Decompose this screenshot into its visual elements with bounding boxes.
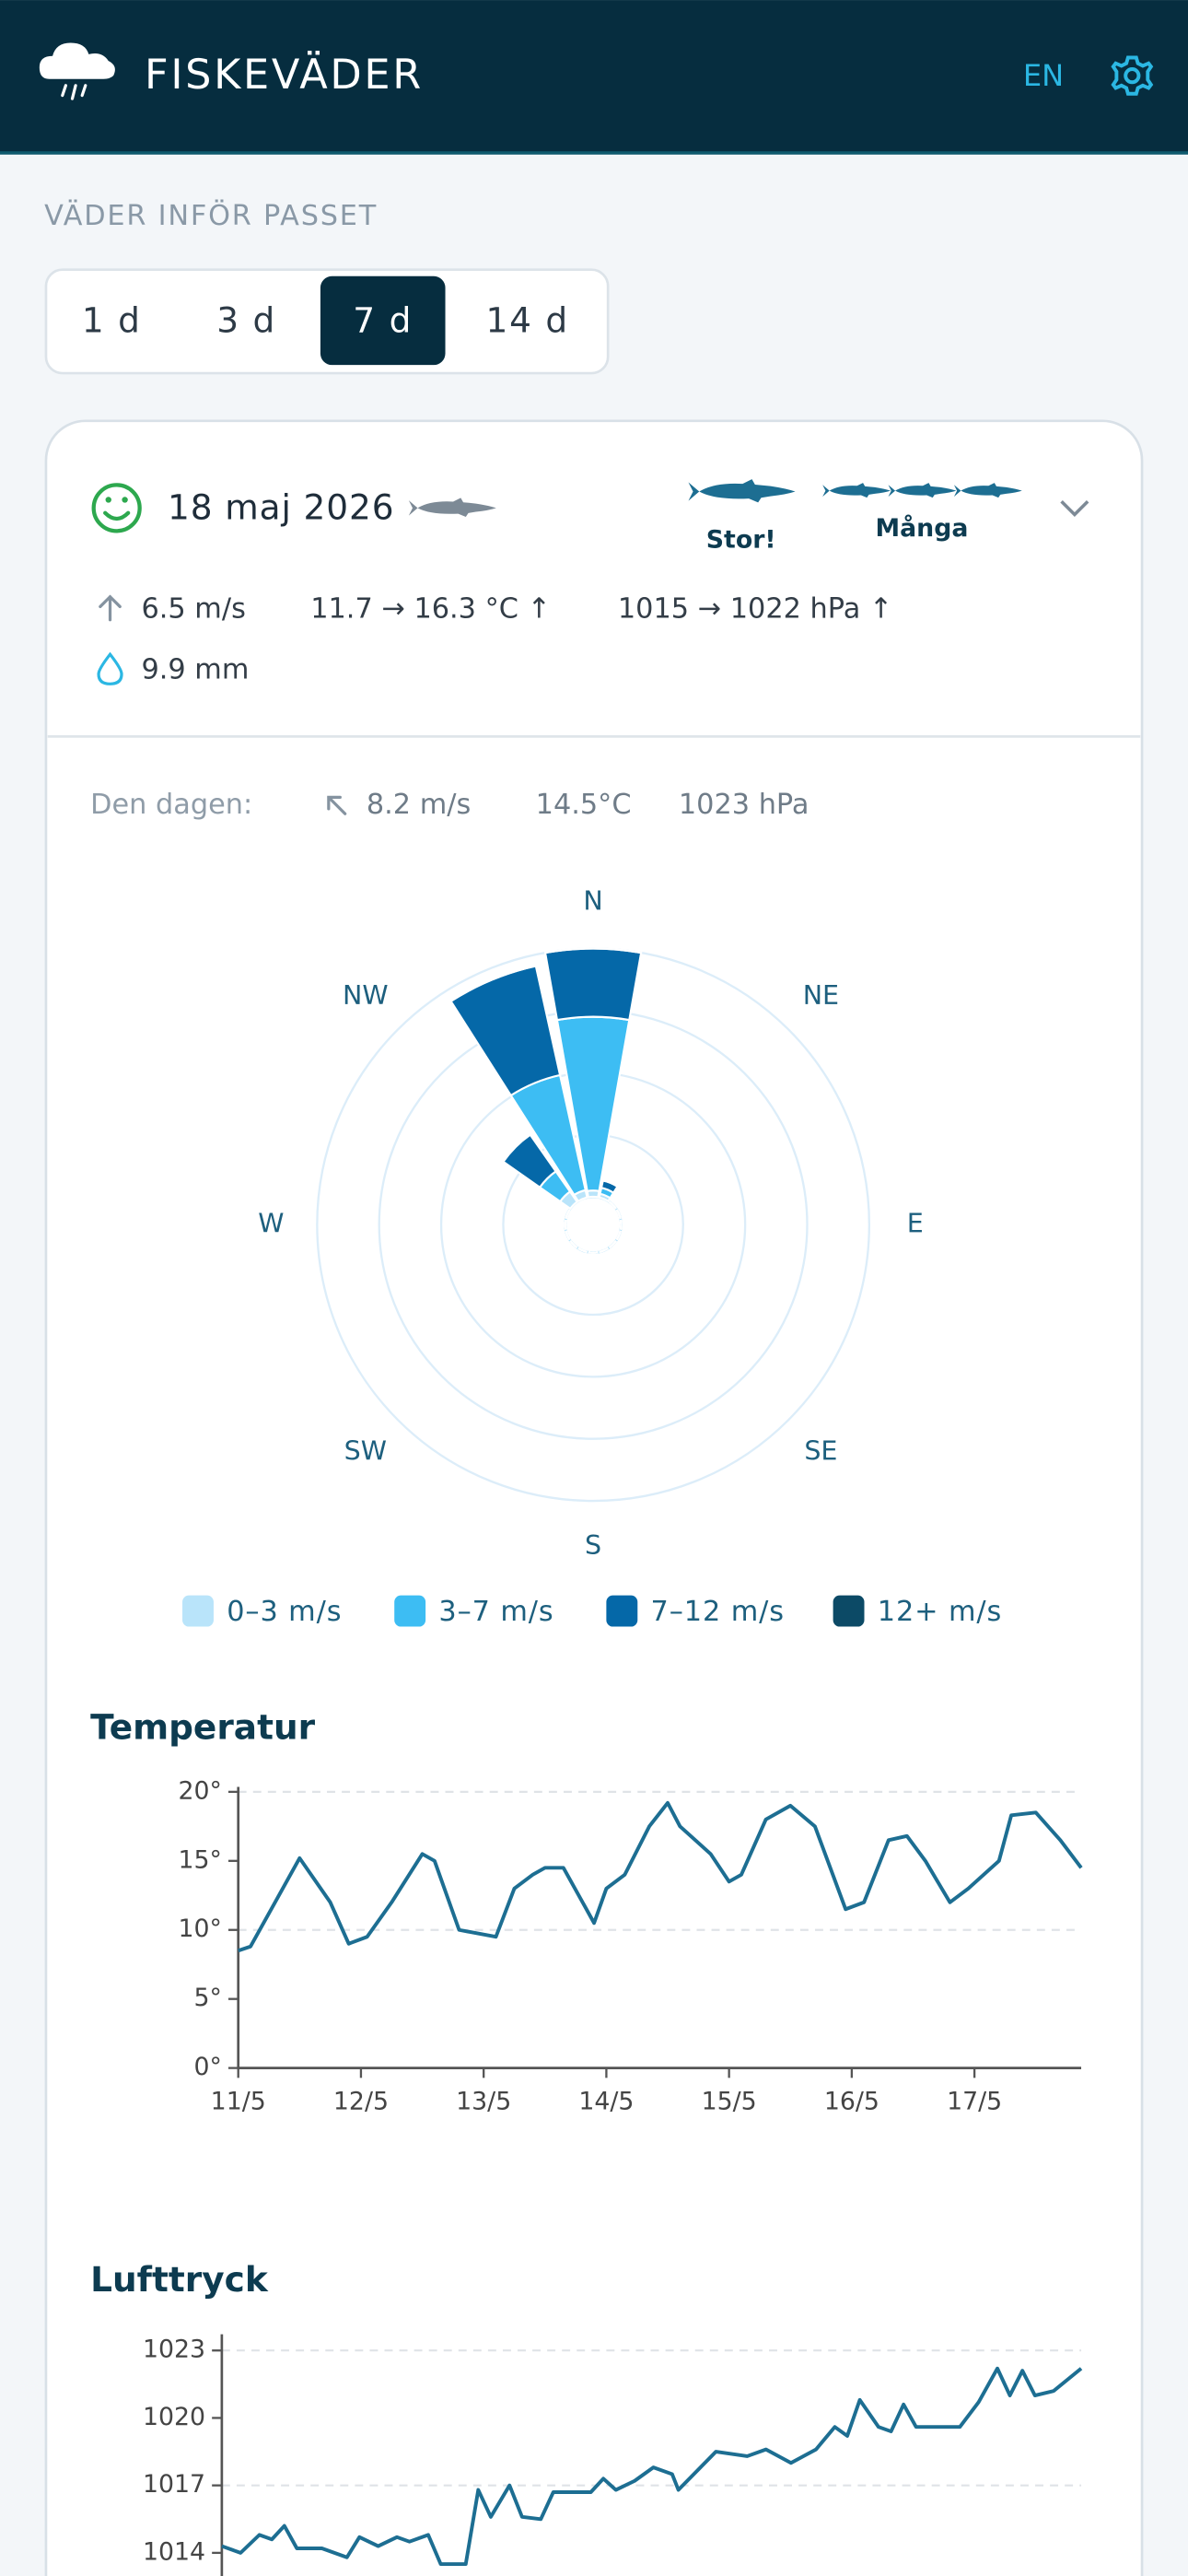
legend-swatch [394,1595,426,1627]
rose-segment [543,947,643,1022]
rose-segment [577,1247,588,1253]
mood-eye [105,497,111,503]
tab[interactable]: 3 d [216,299,276,340]
direction-label: NW [343,980,389,1011]
wind-icon [99,594,122,622]
legend-swatch [606,1595,638,1627]
rain-icon [97,651,123,685]
charts: N NE E SE S SW W NW 0–3 m/s 3–7 m/s 7–12 m/s 12+ m/… [90,886,1083,2576]
legend-label: 7–12 m/s [651,1596,785,1628]
y-tick-label: 5° [193,1984,221,2012]
tab[interactable]: 1 d [82,299,142,340]
legend-swatch [833,1595,865,1627]
legend-swatch [182,1595,214,1627]
direction-label: SE [804,1436,837,1467]
header-bar [0,0,1188,153]
x-tick-label: 14/5 [578,2088,634,2116]
data-line [221,2366,1083,2567]
detail-wind-icon [327,795,347,815]
day-pressure: 1015 → 1022 hPa ↑ [618,593,892,626]
legend-label: 0–3 m/s [227,1596,342,1628]
rose-segment [615,1230,622,1241]
active-tab[interactable] [320,275,446,366]
data-line [238,1800,1083,1953]
section-label: VÄDER INFÖR PASSET [44,198,378,232]
badge-label: Många [875,513,968,543]
badge-label: Stor! [706,526,776,555]
direction-label: NE [803,980,839,1011]
tab[interactable]: 14 d [485,299,568,340]
direction-label: N [583,886,602,917]
settings-icon[interactable] [1111,55,1154,96]
chart-title: Lufttryck [90,2259,269,2300]
x-tick-label: 15/5 [702,2088,757,2116]
rose-segment [565,1209,571,1220]
x-tick-label: 16/5 [824,2088,879,2116]
x-tick-label: 13/5 [456,2088,511,2116]
y-tick-label: 0° [193,2053,221,2081]
expand-chevron[interactable] [1060,499,1089,518]
day-wind: 6.5 m/s [141,593,245,626]
chart-title: Temperatur [90,1707,316,1748]
tab-group: 1 d 3 d 7 d 14 d [82,275,568,366]
tab[interactable]: 7 d [353,299,413,340]
direction-label: SW [344,1436,387,1467]
detail-wind: 8.2 m/s [367,789,471,821]
x-tick-label: 12/5 [333,2088,389,2116]
legend-label: 12+ m/s [878,1596,1002,1628]
x-tick-label: 17/5 [947,2088,1002,2116]
y-tick-label: 1020 [143,2403,205,2431]
rose-segment [602,1179,619,1188]
x-tick-label: 11/5 [211,2088,266,2116]
day-date: 18 maj 2026 [168,487,394,528]
header-border [0,151,1188,155]
y-tick-label: 1023 [143,2336,205,2364]
mood-eye [122,497,128,503]
app-logo [39,42,115,100]
legend-label: 3–7 m/s [438,1596,553,1628]
app-title: FISKEVÄDER [145,51,424,99]
direction-label: S [585,1530,601,1561]
mood-icon [91,483,142,533]
language-toggle[interactable]: EN [1023,58,1064,93]
detail-label: Den dagen: [90,789,252,821]
day-rain: 9.9 mm [141,654,249,686]
day-card [44,419,1144,2576]
y-tick-label: 15° [178,1845,221,1874]
direction-label: E [907,1208,924,1238]
detail-pressure: 1023 hPa [679,789,809,821]
detail-temp: 14.5°C [536,789,632,821]
y-tick-label: 20° [178,1776,221,1805]
y-tick-label: 1014 [143,2537,205,2566]
y-tick-label: 1017 [143,2470,205,2499]
day-temp: 11.7 → 16.3 °C ↑ [310,593,551,626]
direction-label: W [258,1208,284,1238]
y-tick-label: 10° [178,1914,221,1943]
